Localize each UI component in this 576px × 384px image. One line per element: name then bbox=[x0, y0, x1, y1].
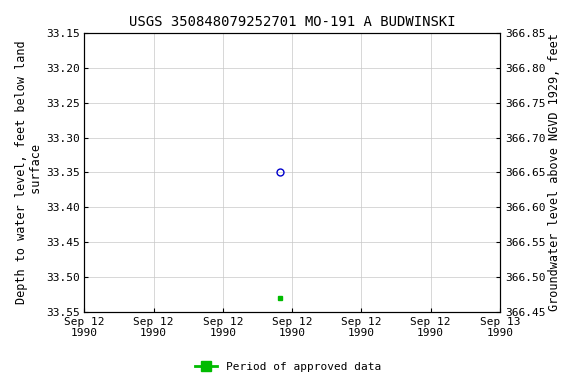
Y-axis label: Groundwater level above NGVD 1929, feet: Groundwater level above NGVD 1929, feet bbox=[548, 33, 561, 311]
Y-axis label: Depth to water level, feet below land
 surface: Depth to water level, feet below land su… bbox=[15, 41, 43, 304]
Title: USGS 350848079252701 MO-191 A BUDWINSKI: USGS 350848079252701 MO-191 A BUDWINSKI bbox=[129, 15, 456, 29]
Legend: Period of approved data: Period of approved data bbox=[191, 358, 385, 377]
